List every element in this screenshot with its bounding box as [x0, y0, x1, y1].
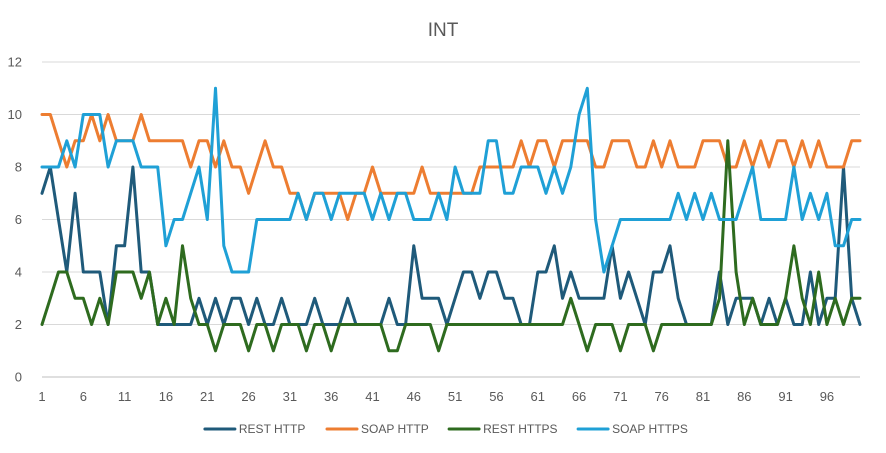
x-tick-label: 91	[778, 389, 792, 404]
x-tick-label: 16	[159, 389, 173, 404]
series-lines	[40, 86, 862, 353]
y-tick-label: 4	[15, 265, 22, 280]
x-tick-label: 66	[572, 389, 586, 404]
x-tick-label: 41	[365, 389, 379, 404]
x-tick-label: 71	[613, 389, 627, 404]
x-tick-label: 76	[654, 389, 668, 404]
y-tick-label: 6	[15, 212, 22, 227]
y-tick-label: 2	[15, 317, 22, 332]
x-tick-label: 81	[696, 389, 710, 404]
x-tick-label: 61	[531, 389, 545, 404]
legend-label: REST HTTP	[239, 422, 305, 436]
x-tick-label: 36	[324, 389, 338, 404]
y-tick-label: 10	[8, 107, 22, 122]
x-tick-label: 51	[448, 389, 462, 404]
y-tick-label: 0	[15, 370, 22, 385]
x-tick-label: 21	[200, 389, 214, 404]
x-tick-label: 96	[820, 389, 834, 404]
chart-title: INT	[428, 20, 459, 41]
y-tick-label: 12	[8, 55, 22, 70]
x-tick-label: 46	[407, 389, 421, 404]
series-line-rest-http	[40, 165, 862, 326]
x-tick-label: 6	[80, 389, 87, 404]
x-tick-label: 1	[38, 389, 45, 404]
x-tick-label: 26	[241, 389, 255, 404]
y-axis-ticks: 0 2 4 6 8 10 12	[8, 55, 22, 385]
legend-label: REST HTTPS	[483, 422, 557, 436]
legend-item-soap-https: SOAP HTTPS	[576, 422, 688, 436]
legend: REST HTTP SOAP HTTP REST HTTPS SOAP HTTPS	[203, 422, 688, 436]
y-tick-label: 8	[15, 160, 22, 175]
x-tick-label: 31	[283, 389, 297, 404]
legend-label: SOAP HTTP	[361, 422, 429, 436]
legend-item-rest-http: REST HTTP	[203, 422, 305, 436]
x-axis-ticks: 1 6 11 16 21 26 31 36 41 46 51 56 61 66 71 76 81 86 91 96	[38, 389, 834, 404]
series-line-soap-https	[40, 86, 862, 274]
x-tick-label: 11	[118, 389, 132, 404]
legend-item-rest-https: REST HTTPS	[447, 422, 558, 436]
x-tick-label: 86	[737, 389, 751, 404]
legend-label: SOAP HTTPS	[612, 422, 688, 436]
legend-item-soap-http: SOAP HTTP	[325, 422, 429, 436]
x-tick-label: 56	[489, 389, 503, 404]
